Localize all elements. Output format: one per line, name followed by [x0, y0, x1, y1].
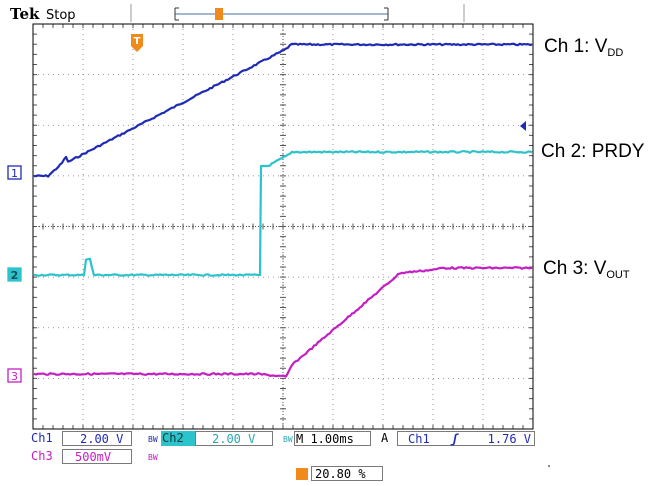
- ch1-bandwidth-limit: BW: [148, 435, 158, 444]
- ch2-ground-label: 2: [11, 269, 19, 282]
- ch2-waveform: [33, 150, 533, 277]
- ch3-scale-readout[interactable]: 500mV: [62, 449, 132, 464]
- ch2-ground-marker[interactable]: 2: [7, 267, 22, 282]
- trigger-level: 1.76 V: [487, 432, 531, 446]
- ch1-ground-marker[interactable]: 1: [7, 165, 22, 180]
- trigger-position-icon: [296, 468, 308, 480]
- ch3-readout-label[interactable]: Ch3: [31, 449, 53, 463]
- ch3-ground-marker[interactable]: 3: [7, 368, 22, 383]
- trigger-level-marker[interactable]: [520, 121, 526, 131]
- trigger-position-readout[interactable]: 20.80 %: [311, 466, 383, 481]
- brand-logo: Tek: [10, 5, 40, 23]
- ch1-scale-readout[interactable]: 2.00 V: [62, 431, 132, 446]
- trigger-mode: A: [381, 431, 389, 445]
- ch3-annotation: Ch 3: VOUT: [543, 258, 630, 281]
- graticule-border: [32, 23, 534, 430]
- trigger-slope: ʃ: [451, 432, 459, 446]
- trigger-readout[interactable]: Ch1 ʃ 1.76 V: [397, 431, 535, 446]
- graticule: [32, 23, 534, 430]
- trigger-marker-label: T: [134, 36, 141, 47]
- ch2-readout-label[interactable]: Ch2: [161, 431, 195, 446]
- acquisition-state: Stop: [46, 8, 76, 23]
- ch3-waveform: [33, 266, 533, 378]
- ch2-bandwidth-limit: BW: [283, 435, 293, 444]
- ch1-waveform: [33, 42, 533, 178]
- record-position-bar: [174, 7, 389, 21]
- ch3-bandwidth-limit: BW: [148, 453, 158, 462]
- trigger-source: Ch1: [408, 432, 430, 446]
- ch1-annotation: Ch 1: VDD: [544, 36, 624, 59]
- trigger-position-marker[interactable]: T: [131, 34, 143, 52]
- ch2-annotation: Ch 2: PRDY: [541, 141, 645, 162]
- ch1-readout-label[interactable]: Ch1: [31, 431, 53, 445]
- ch2-scale-readout[interactable]: 2.00 V: [195, 431, 273, 446]
- ch1-ground-label: 1: [11, 167, 18, 180]
- corner-dot: [548, 465, 550, 467]
- timebase-readout[interactable]: M 1.00ms: [294, 431, 371, 446]
- ch3-ground-label: 3: [11, 370, 18, 383]
